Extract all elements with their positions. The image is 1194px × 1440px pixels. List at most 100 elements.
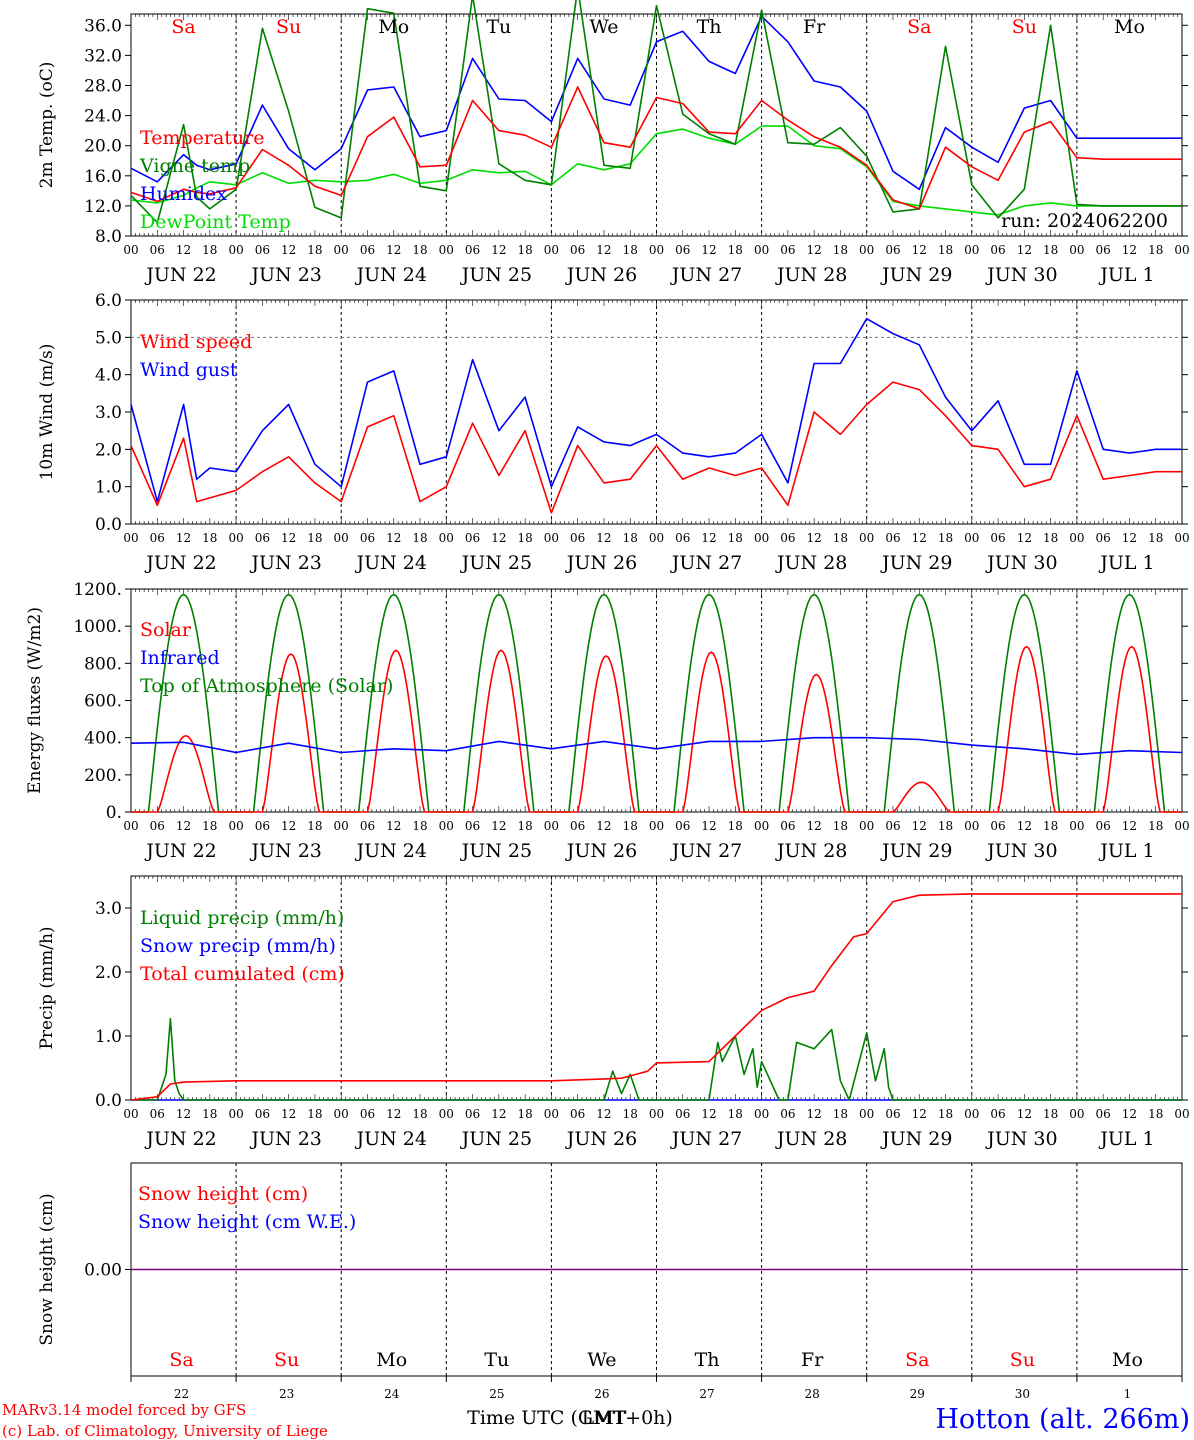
date-label: JUN 25 (460, 840, 532, 862)
day-number-label: 29 (910, 1387, 925, 1401)
hour-label: 18 (307, 243, 322, 257)
hour-label: 12 (281, 243, 296, 257)
hour-label: 06 (360, 243, 375, 257)
hour-label: 18 (1043, 531, 1058, 545)
hour-label: 00 (544, 243, 559, 257)
series-line-humidex (130, 15, 1182, 191)
y-tick-label: 0.0 (95, 515, 122, 535)
hour-label: 12 (491, 1107, 506, 1121)
series-line-vigne-temp (130, 0, 1182, 224)
day-number-label: 26 (594, 1387, 609, 1401)
hour-label: 06 (150, 531, 165, 545)
hour-label: 18 (307, 1107, 322, 1121)
legend-entry: Vigne temp (139, 155, 250, 177)
y-tick-label: 4.0 (95, 366, 122, 386)
hour-label: 00 (1069, 243, 1084, 257)
y-tick-label: 400. (84, 729, 122, 749)
date-label: JUN 28 (775, 840, 847, 862)
hour-label: 00 (1174, 819, 1189, 833)
hour-label: 00 (649, 531, 664, 545)
hour-label: 06 (255, 243, 270, 257)
hour-label: 00 (1174, 531, 1189, 545)
y-tick-label: 32.0 (84, 46, 122, 66)
date-label: JUN 26 (565, 264, 637, 286)
date-label: JUL 1 (1098, 840, 1154, 862)
y-tick-label: 20.0 (84, 137, 122, 157)
hour-label: 18 (1148, 1107, 1163, 1121)
hour-label: 06 (255, 531, 270, 545)
hour-label: 00 (439, 243, 454, 257)
date-label: JUN 23 (249, 552, 321, 574)
hour-label: 12 (1122, 1107, 1137, 1121)
hour-label: 00 (649, 243, 664, 257)
date-label: JUN 25 (460, 1128, 532, 1150)
hour-label: 12 (386, 819, 401, 833)
hour-label: 18 (623, 243, 638, 257)
hour-label: 06 (465, 243, 480, 257)
y-tick-label: 0.0 (95, 1091, 122, 1111)
hour-label: 12 (386, 1107, 401, 1121)
x-axis-title-overlap: LMT (582, 1407, 627, 1429)
hour-label: 12 (1017, 819, 1032, 833)
hour-label: 18 (517, 243, 532, 257)
y-tick-label: 24.0 (84, 107, 122, 127)
legend-entry: Temperature (140, 127, 264, 149)
series-line-total-cumulated-cm (130, 893, 1182, 1101)
hour-label: 18 (728, 243, 743, 257)
hour-label: 18 (202, 1107, 217, 1121)
hour-label: 00 (1069, 531, 1084, 545)
hour-label: 06 (885, 243, 900, 257)
date-label: JUL 1 (1098, 552, 1154, 574)
series-line-wind-gust (130, 317, 1182, 503)
hour-label: 18 (728, 1107, 743, 1121)
legend-entry: Humidex (140, 183, 227, 205)
y-tick-label: 800. (84, 654, 122, 674)
hour-label: 06 (570, 819, 585, 833)
hour-label: 00 (754, 531, 769, 545)
series-line-temperature (130, 86, 1182, 210)
series-line-wind-speed (130, 381, 1182, 514)
y-tick-label: 200. (84, 766, 122, 786)
date-label: JUN 27 (670, 264, 742, 286)
date-label: JUN 23 (249, 264, 321, 286)
y-tick-label: 1.0 (95, 478, 122, 498)
hour-label: 00 (334, 819, 349, 833)
day-number-label: 27 (699, 1387, 714, 1401)
hour-label: 06 (675, 819, 690, 833)
y-tick-label: 1.0 (95, 1027, 122, 1047)
hour-label: 00 (334, 243, 349, 257)
hour-label: 18 (623, 531, 638, 545)
hour-label: 06 (360, 1107, 375, 1121)
hour-label: 00 (439, 1107, 454, 1121)
hour-label: 12 (176, 243, 191, 257)
hour-label: 06 (570, 531, 585, 545)
y-tick-label: 1000. (73, 617, 122, 637)
hour-label: 06 (465, 531, 480, 545)
weekday-label: Su (1012, 16, 1037, 38)
hour-label: 12 (596, 1107, 611, 1121)
date-label: JUN 30 (985, 840, 1057, 862)
hour-label: 06 (780, 819, 795, 833)
hour-label: 00 (964, 1107, 979, 1121)
snow-y-axis-title: Snow height (cm) (37, 1193, 57, 1345)
day-number-label: 23 (279, 1387, 294, 1401)
y-tick-label: 0. (106, 803, 122, 823)
weekday-label: Su (1010, 1349, 1035, 1371)
y-tick-label: 36.0 (84, 16, 122, 36)
hour-label: 06 (465, 1107, 480, 1121)
date-label: JUN 30 (985, 552, 1057, 574)
hour-label: 00 (649, 1107, 664, 1121)
date-label: JUN 29 (880, 840, 952, 862)
hour-label: 06 (780, 243, 795, 257)
hour-label: 00 (544, 819, 559, 833)
series-line-infrared (130, 736, 1183, 756)
hour-label: 12 (386, 243, 401, 257)
weekday-label: Sa (171, 16, 195, 38)
hour-label: 00 (859, 1107, 874, 1121)
hour-label: 18 (517, 819, 532, 833)
date-label: JUN 28 (775, 264, 847, 286)
hour-label: 12 (491, 819, 506, 833)
weekday-label: We (587, 1349, 616, 1371)
hour-label: 12 (807, 1107, 822, 1121)
run-label: run: 2024062200 (1001, 210, 1168, 232)
